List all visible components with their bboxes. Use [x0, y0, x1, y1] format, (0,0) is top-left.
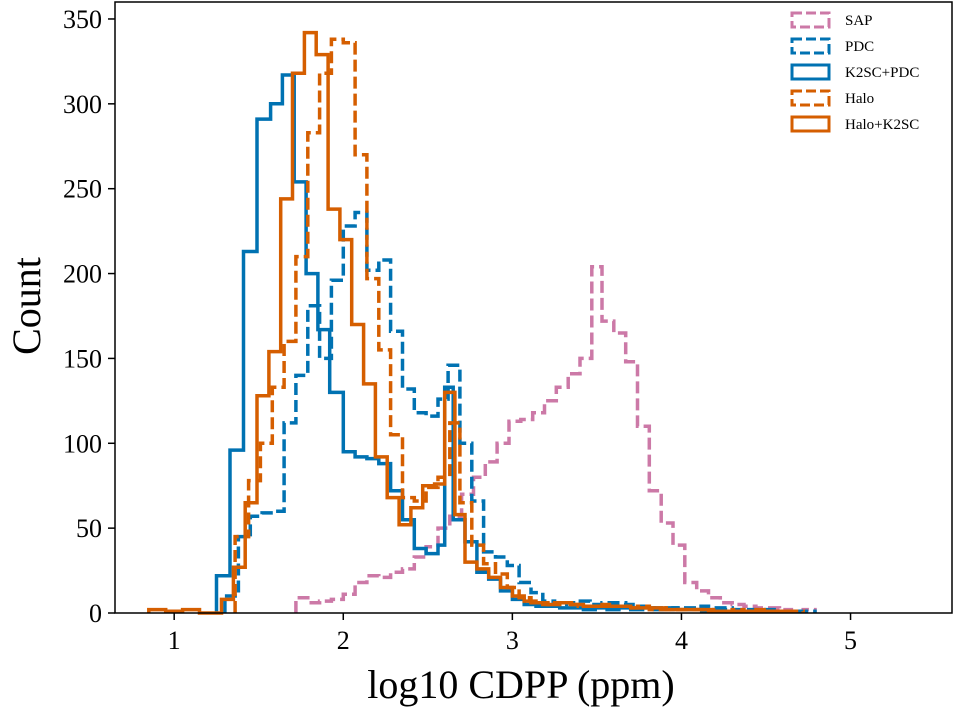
legend-label: PDC: [845, 39, 874, 55]
series-halo-k2sc: [147, 30, 799, 615]
y-tick-label: 300: [63, 90, 102, 119]
y-tick-label: 0: [89, 599, 102, 628]
y-axis-label: Count: [4, 257, 49, 355]
legend: SAP PDC K2SC+PDC Halo Halo+K2SC: [790, 11, 919, 133]
x-tick-label: 4: [675, 626, 688, 655]
legend-swatch: [790, 89, 831, 107]
axes-frame: [114, 1, 953, 614]
y-tick-label: 150: [63, 344, 102, 373]
legend-label: Halo: [845, 91, 874, 107]
legend-label: SAP: [845, 13, 873, 29]
legend-label: Halo+K2SC: [845, 117, 919, 133]
plot-area: [147, 30, 817, 615]
x-tick-label: 5: [844, 626, 857, 655]
y-tick-label: 250: [63, 175, 102, 204]
y-tick-label: 200: [63, 260, 102, 289]
legend-swatch: [790, 37, 831, 55]
x-tick-label: 3: [506, 626, 519, 655]
y-tick-label: 100: [63, 429, 102, 458]
legend-label: K2SC+PDC: [845, 65, 919, 81]
y-tick-label: 50: [76, 514, 102, 543]
x-tick-label: 1: [168, 626, 181, 655]
legend-swatch: [790, 11, 831, 29]
y-tick-label: 350: [63, 5, 102, 34]
x-tick-label: 2: [337, 626, 350, 655]
x-axis-label: log10 CDPP (ppm): [367, 662, 674, 707]
series-sap: [294, 265, 817, 614]
legend-swatch: [790, 63, 831, 81]
legend-swatch: [790, 115, 831, 133]
